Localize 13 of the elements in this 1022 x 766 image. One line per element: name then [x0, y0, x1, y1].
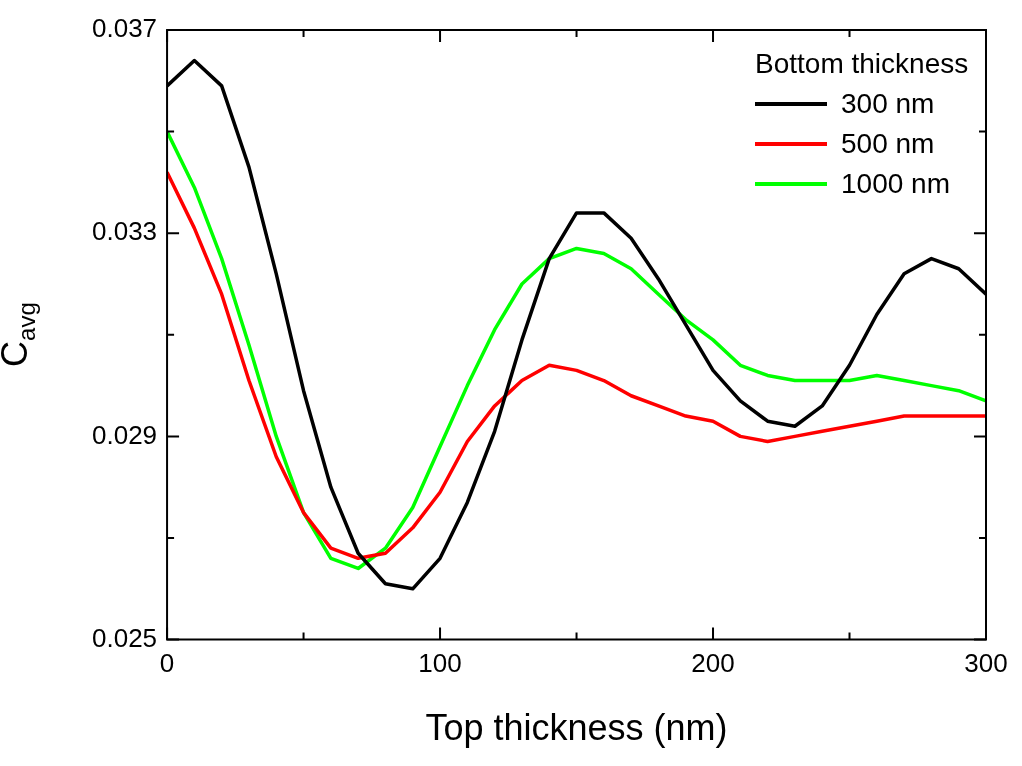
legend-label: 300 nm	[841, 87, 935, 121]
x-tick-label: 0	[159, 648, 175, 679]
x-tick-label: 200	[691, 648, 735, 679]
y-tick-label: 0.033	[91, 216, 158, 247]
x-tick-label: 100	[418, 648, 462, 679]
x-axis-title: Top thickness (nm)	[425, 707, 728, 749]
y-tick-label: 0.037	[91, 13, 158, 44]
legend-label: 500 nm	[841, 127, 935, 161]
y-tick-label: 0.025	[91, 622, 158, 653]
legend-label: 1000 nm	[841, 167, 950, 201]
y-tick-label: 0.029	[91, 419, 158, 450]
legend-title: Bottom thickness	[755, 47, 969, 81]
x-tick-label: 300	[964, 648, 1008, 679]
